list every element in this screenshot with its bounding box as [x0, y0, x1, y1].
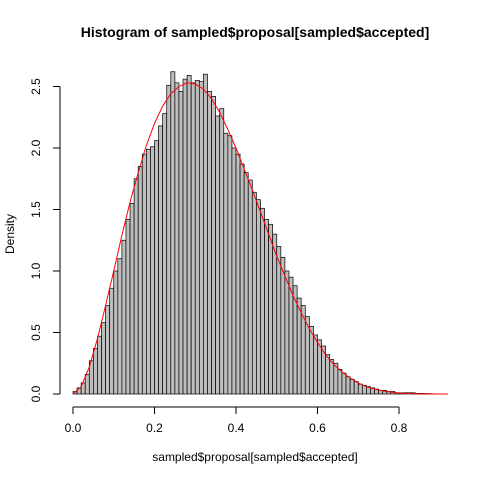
histogram-bar [178, 91, 184, 395]
histogram-bar [150, 146, 155, 395]
x-tick-label: 0.8 [391, 421, 408, 435]
histogram-bar [101, 322, 106, 395]
histogram-bar [353, 381, 359, 395]
histogram-bar [235, 153, 241, 395]
histogram-bar [223, 132, 229, 395]
histogram-bar [109, 287, 115, 395]
histogram-bar [194, 79, 200, 395]
y-axis-label: Density [3, 214, 17, 254]
histogram-bar [349, 378, 355, 395]
histogram-bar [280, 257, 286, 395]
histogram-bar [166, 84, 172, 395]
histogram-bar [251, 191, 257, 395]
x-tick-label: 0.0 [65, 421, 82, 435]
histogram-bar [309, 326, 314, 395]
histogram-bar [97, 335, 102, 395]
histogram-bar [186, 75, 192, 395]
histogram-bar [93, 348, 98, 395]
chart-title: Histogram of sampled$proposal[sampled$ac… [81, 24, 430, 40]
histogram-bar [141, 153, 147, 395]
y-tick-label: 1.0 [29, 262, 43, 279]
histogram-bar [174, 82, 180, 395]
histogram-bar [231, 147, 237, 395]
histogram-bar [203, 73, 208, 395]
histogram-bar [243, 172, 249, 395]
histogram-bar [162, 113, 168, 395]
density-curve [72, 82, 448, 395]
histogram-bar [276, 246, 282, 395]
histogram-bar [105, 305, 111, 395]
x-axis-label: sampled$proposal[sampled$accepted] [152, 450, 357, 464]
histogram-bar [198, 81, 204, 395]
histogram-bar [129, 203, 135, 395]
histogram-bar [211, 95, 216, 395]
x-tick-label: 0.6 [309, 421, 326, 435]
histogram-bar [215, 115, 221, 395]
y-tick-label: 0.5 [29, 324, 43, 341]
y-tick-label: 2.0 [29, 139, 43, 156]
histogram-bar [239, 163, 245, 395]
y-axis: 0.0 0.5 1.0 1.5 2.0 2.5 [29, 78, 61, 402]
histogram-bar [125, 218, 131, 395]
histogram-bar [341, 372, 347, 395]
histogram-bar [190, 82, 196, 395]
histogram-bar [137, 166, 143, 395]
y-tick-label: 1.5 [29, 201, 43, 218]
x-axis: 0.0 0.2 0.4 0.6 0.8 [65, 406, 408, 435]
histogram-bar [227, 135, 233, 395]
histogram-bar [133, 178, 139, 395]
histogram-bar [357, 383, 363, 395]
histogram-bar [84, 373, 90, 395]
histogram-bar [268, 223, 274, 395]
histogram-bar [325, 354, 331, 395]
histogram-bar [260, 207, 265, 395]
bars-group [72, 71, 437, 395]
histogram-bar [345, 376, 351, 395]
histogram-bar [154, 140, 159, 395]
histogram-bar [264, 218, 269, 395]
histogram-bar [313, 334, 318, 395]
histogram-bar [219, 108, 225, 395]
histogram-bar [121, 239, 127, 395]
histogram-bar [272, 233, 278, 395]
histogram-bar [182, 78, 188, 395]
histogram-bar [247, 179, 253, 395]
histogram-bar [146, 148, 151, 395]
x-tick-label: 0.4 [228, 421, 245, 435]
histogram-bar [329, 359, 335, 395]
histogram-bar [284, 270, 290, 395]
histogram-bar [117, 258, 123, 395]
histogram-bar [158, 125, 163, 395]
histogram-bar [170, 71, 176, 395]
histogram-bar [337, 369, 343, 395]
histogram-bar [256, 199, 261, 395]
x-tick-label: 0.2 [146, 421, 163, 435]
histogram-bar [207, 91, 212, 395]
y-tick-label: 2.5 [29, 78, 43, 95]
histogram-bar [113, 270, 119, 395]
y-tick-label: 0.0 [29, 385, 43, 402]
